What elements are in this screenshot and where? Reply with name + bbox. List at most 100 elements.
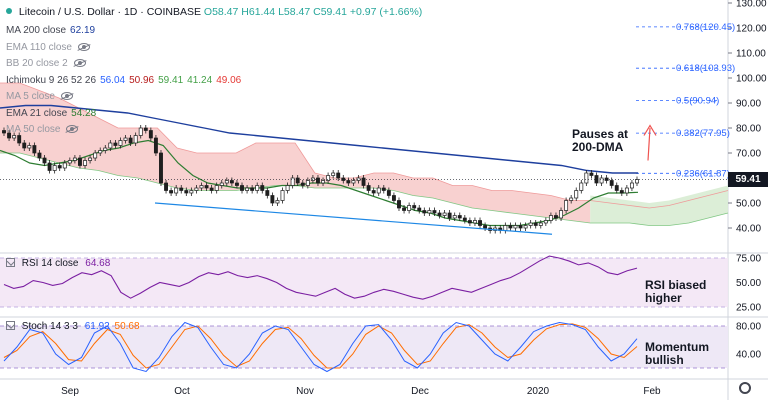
- candle: [7, 130, 12, 141]
- candle: [179, 185, 184, 194]
- price-scale-bg: [728, 0, 768, 400]
- rsi-tick-label: 75.00: [736, 254, 761, 265]
- candle-body: [619, 190, 624, 194]
- candle: [93, 150, 98, 161]
- candle: [432, 207, 437, 216]
- rsi-legend[interactable]: RSI 14 close 64.68: [6, 258, 110, 269]
- candle: [32, 142, 37, 156]
- rsi-legend-label: RSI 14 close: [21, 258, 79, 269]
- collapse-icon[interactable]: [6, 321, 15, 330]
- candle: [508, 222, 513, 231]
- candle-body: [7, 132, 12, 139]
- x-tick-label: Sep: [61, 386, 79, 397]
- candle: [341, 175, 346, 184]
- ohlc-open: O58.47: [203, 6, 239, 18]
- candle-body: [184, 190, 189, 194]
- candle-body: [351, 180, 356, 184]
- indicator-value: 62.19: [70, 25, 96, 36]
- hidden-eye-icon[interactable]: [73, 59, 86, 67]
- indicator-label: MA 5 close: [6, 91, 55, 102]
- indicator-row[interactable]: MA 200 close 62.19: [6, 24, 95, 37]
- candle: [214, 182, 219, 194]
- hidden-eye-icon[interactable]: [77, 42, 90, 51]
- x-tick-label: Nov: [296, 386, 314, 397]
- candle: [199, 182, 204, 191]
- candle-body: [22, 142, 27, 149]
- candle: [417, 205, 422, 214]
- fib-level-label: 0.5(90.94): [676, 96, 719, 107]
- candle-body: [528, 222, 533, 226]
- candle: [467, 217, 472, 226]
- indicator-row[interactable]: MA 50 close: [6, 123, 79, 136]
- stoch-band: [0, 326, 728, 368]
- current-price-tag: 59.41: [728, 172, 768, 187]
- candle-body: [280, 190, 285, 201]
- candle-body: [381, 187, 386, 191]
- candle-body: [589, 172, 594, 176]
- candle: [346, 177, 351, 186]
- candle-body: [478, 220, 482, 226]
- candle-body: [295, 177, 300, 184]
- stoch-legend-d: 50.68: [114, 321, 140, 332]
- candle-body: [503, 225, 508, 231]
- indicator-label: BB 20 close 2: [6, 58, 68, 69]
- candle: [260, 182, 265, 194]
- candle: [331, 170, 336, 179]
- candle-body: [538, 222, 543, 226]
- ohlc-change: +0.97 (+1.66%): [349, 6, 423, 18]
- candle: [103, 145, 108, 154]
- candle: [224, 177, 229, 186]
- candle-body: [569, 197, 574, 201]
- stoch-legend[interactable]: Stoch 14 3 3 61.92 50.68: [6, 321, 140, 332]
- gear-icon[interactable]: [739, 382, 751, 394]
- ichimoku-span-b: [0, 82, 729, 209]
- stoch-k-line: [3, 321, 638, 373]
- candle-body: [209, 187, 214, 191]
- candle: [589, 170, 594, 179]
- candle: [240, 182, 244, 194]
- indicator-row[interactable]: Ichimoku 9 26 52 26 56.04 50.96 59.41 41.24 4…: [6, 74, 241, 87]
- candle: [305, 177, 310, 189]
- x-tick-label: Oct: [174, 386, 190, 397]
- y-tick-label: 130.00: [736, 0, 767, 10]
- candle-body: [564, 200, 569, 211]
- candle: [629, 180, 634, 191]
- candle: [78, 155, 82, 169]
- candle-body: [47, 162, 52, 171]
- candle-body: [123, 137, 128, 141]
- stoch-tick-label: 80.00: [736, 322, 761, 333]
- candle: [548, 212, 553, 224]
- candle-body: [159, 152, 163, 184]
- hidden-eye-icon[interactable]: [66, 125, 79, 133]
- candle-body: [250, 187, 255, 191]
- indicator-row[interactable]: BB 20 close 2: [6, 57, 86, 70]
- candle: [381, 185, 386, 194]
- candle: [143, 125, 148, 134]
- candle: [62, 160, 67, 171]
- collapse-icon[interactable]: [6, 258, 15, 267]
- candle: [133, 132, 138, 146]
- indicator-row[interactable]: EMA 110 close: [6, 41, 90, 54]
- candle-body: [508, 225, 513, 229]
- candle: [245, 185, 250, 194]
- candle: [316, 175, 320, 186]
- rsi-line: [3, 255, 638, 300]
- candle: [376, 185, 381, 196]
- candle: [153, 135, 158, 156]
- candle: [624, 185, 629, 196]
- candle-body: [2, 130, 6, 134]
- indicator-row[interactable]: MA 5 close: [6, 90, 73, 103]
- candle-body: [199, 185, 204, 189]
- symbol-title: Litecoin / U.S. Dollar · 1D · COINBASE: [18, 6, 201, 18]
- candle: [483, 222, 488, 231]
- fib-level-label: 0.382(77.95): [676, 128, 730, 139]
- hidden-eye-icon[interactable]: [60, 92, 73, 100]
- candle: [184, 187, 189, 196]
- candle: [609, 177, 614, 189]
- candle: [478, 217, 482, 229]
- indicator-row[interactable]: EMA 21 close 54.28: [6, 107, 96, 120]
- candle-body: [467, 220, 472, 224]
- candle-body: [432, 210, 437, 214]
